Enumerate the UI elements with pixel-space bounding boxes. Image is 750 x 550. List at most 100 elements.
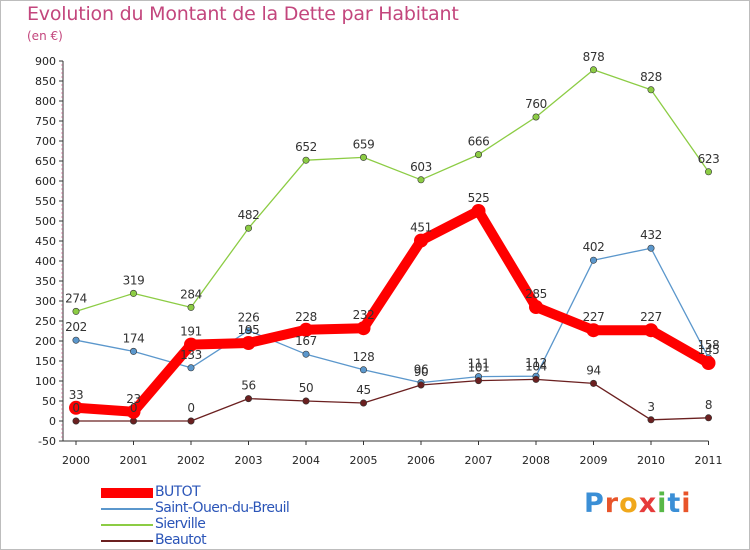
y-tick-label: 100 <box>35 375 56 388</box>
logo-letter: o <box>619 488 639 519</box>
chart-unit: (en €) <box>27 29 63 43</box>
data-point <box>704 414 712 422</box>
y-tick-label: 350 <box>35 275 56 288</box>
data-label: 167 <box>295 334 317 348</box>
data-point <box>647 86 655 94</box>
data-label: 226 <box>238 311 260 325</box>
data-label: 195 <box>238 323 260 337</box>
data-point <box>586 323 601 338</box>
data-label: 128 <box>353 350 375 364</box>
data-label: 274 <box>65 291 87 305</box>
y-tick-label: 900 <box>35 55 56 68</box>
data-point <box>245 395 253 403</box>
data-label: 191 <box>180 325 202 339</box>
data-label: 202 <box>65 320 87 334</box>
data-point <box>130 347 138 355</box>
legend-swatch <box>101 540 153 542</box>
data-label: 227 <box>640 310 662 324</box>
y-tick-label: 150 <box>35 355 56 368</box>
data-point <box>72 307 80 315</box>
legend-swatch <box>101 508 153 510</box>
x-tick-label: 2003 <box>235 454 263 467</box>
data-point <box>589 256 597 264</box>
logo-letter: r <box>604 488 620 519</box>
data-label: 174 <box>123 331 145 345</box>
data-point <box>356 321 371 336</box>
logo-letter: P <box>584 488 605 519</box>
data-point <box>72 417 80 425</box>
data-point <box>414 233 428 248</box>
data-point <box>532 375 540 383</box>
data-point <box>359 366 367 374</box>
data-label: 432 <box>640 228 662 242</box>
data-point <box>701 356 716 370</box>
y-tick-label: 600 <box>35 175 56 188</box>
series-line <box>75 378 710 422</box>
data-label: 623 <box>698 152 720 166</box>
data-point <box>72 336 80 344</box>
data-label: 158 <box>698 338 720 352</box>
legend-swatch <box>101 524 153 526</box>
y-tick-label: -50 <box>38 435 56 448</box>
data-label: 285 <box>525 287 547 301</box>
data-label: 33 <box>69 388 83 402</box>
y-tick-label: 400 <box>35 255 56 268</box>
y-tick-label: 550 <box>35 195 56 208</box>
series-line <box>71 206 714 417</box>
x-tick-label: 2009 <box>580 454 608 467</box>
data-label: 760 <box>525 97 547 111</box>
y-tick-label: 300 <box>35 295 56 308</box>
data-label: 45 <box>356 383 370 397</box>
data-label: 104 <box>525 359 547 373</box>
data-point <box>417 176 425 184</box>
data-point <box>529 300 543 314</box>
x-tick-label: 2008 <box>522 454 550 467</box>
data-point <box>302 350 310 358</box>
data-point <box>187 364 195 372</box>
data-label: 111 <box>468 357 490 371</box>
series-butot <box>69 204 716 419</box>
data-point <box>704 168 712 176</box>
data-label: 50 <box>299 381 313 395</box>
x-tick-label: 2011 <box>695 454 723 467</box>
y-tick-label: 800 <box>35 95 56 108</box>
x-tick-label: 2002 <box>177 454 205 467</box>
data-label: 227 <box>583 310 605 324</box>
series-line <box>75 247 710 384</box>
data-point <box>130 289 138 297</box>
logo-letter: i <box>681 488 692 519</box>
data-point <box>184 337 198 352</box>
legend-label: Sierville <box>155 516 206 532</box>
data-label: 133 <box>180 348 202 362</box>
x-tick-label: 2001 <box>120 454 148 467</box>
data-point <box>302 397 310 405</box>
data-label: 23 <box>126 392 140 406</box>
x-tick-label: 2010 <box>637 454 665 467</box>
data-point <box>359 153 367 161</box>
chart-title: Evolution du Montant de la Dette par Hab… <box>27 3 459 25</box>
data-point <box>245 327 253 335</box>
legend-label: BUTOT <box>155 484 201 500</box>
data-point <box>474 151 482 159</box>
series-beautot <box>72 375 712 425</box>
data-point <box>245 224 253 232</box>
data-label: 96 <box>414 363 428 377</box>
data-label: 828 <box>640 70 662 84</box>
series-sierville <box>72 66 712 315</box>
y-tick-label: 50 <box>42 395 56 408</box>
data-point <box>187 303 195 311</box>
logo-letter: t <box>667 488 682 519</box>
data-label: 603 <box>410 160 432 174</box>
x-tick-label: 2007 <box>465 454 493 467</box>
x-tick-label: 2006 <box>407 454 435 467</box>
y-tick-label: 250 <box>35 315 56 328</box>
y-tick-label: 650 <box>35 155 56 168</box>
data-label: 0 <box>72 401 79 415</box>
legend-label: Beautot <box>155 532 207 548</box>
legend-swatch <box>101 488 153 498</box>
data-point <box>187 417 195 425</box>
data-point <box>589 379 597 387</box>
data-point <box>126 404 141 419</box>
series-line <box>75 69 710 313</box>
